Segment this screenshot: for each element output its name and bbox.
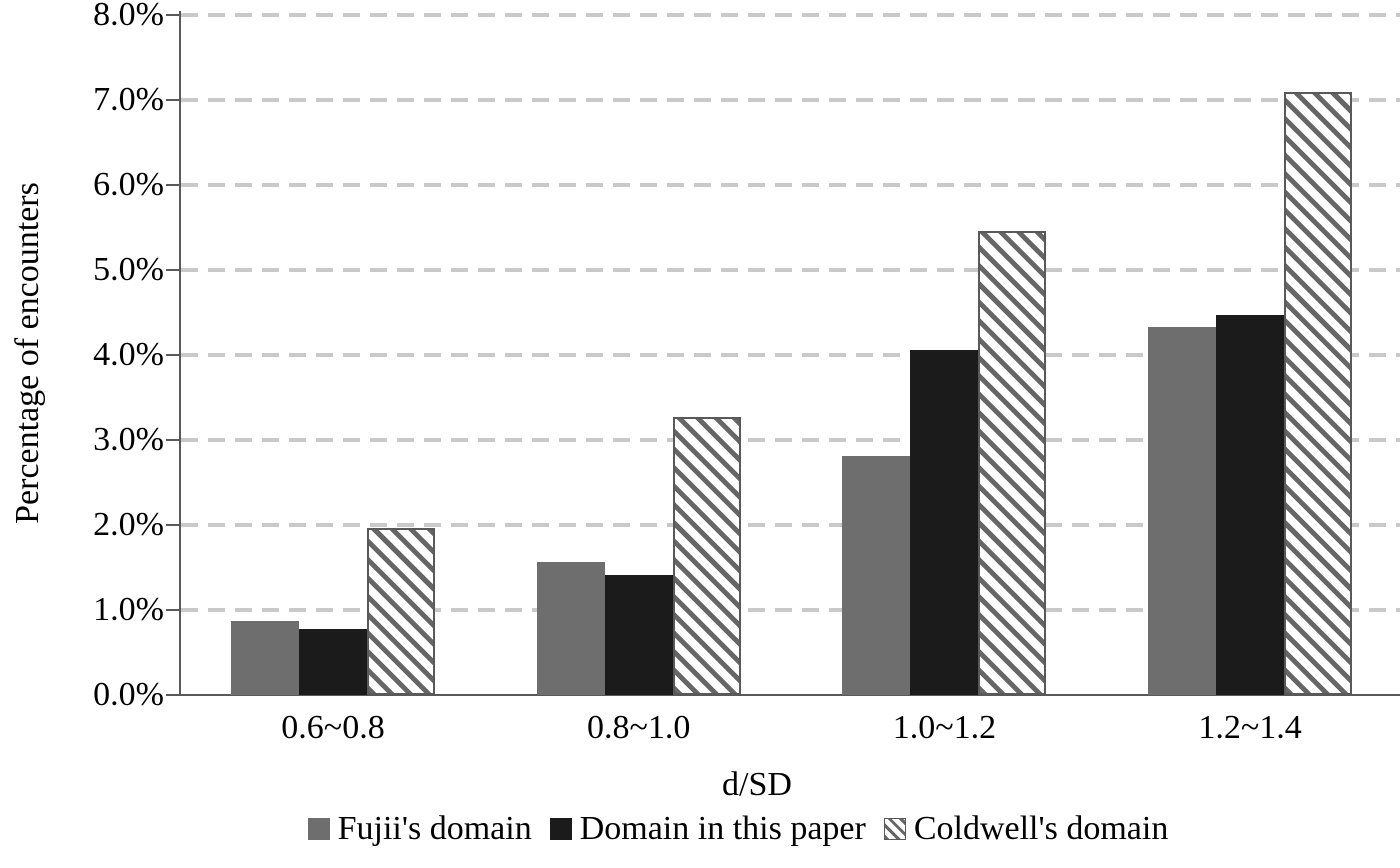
gridline-1.0% <box>181 608 1400 612</box>
bar-fujii-s-domain-1.2~1.4 <box>1148 326 1217 695</box>
y-tick <box>166 269 179 271</box>
gridline-8.0% <box>181 13 1400 17</box>
y-tick <box>166 439 179 441</box>
x-tick-label: 1.2~1.4 <box>1198 709 1302 746</box>
legend: Fujii's domain Domain in this paper Coldwe… <box>38 810 1400 848</box>
bar-domain-in-this-paper-1.2~1.4 <box>1216 315 1285 695</box>
plot-area: 0.0% 1.0% 2.0% 3.0% 4.0% 5.0% 6.0% 7.0% 8.0% 0.6~… <box>93 0 1400 746</box>
y-tick-label: 1.0% <box>93 591 164 628</box>
y-tick <box>166 184 179 186</box>
bar-coldwell-s-domain-0.6~0.8 <box>367 527 435 695</box>
y-tick-label: 5.0% <box>93 251 164 288</box>
gridline-3.0% <box>181 438 1400 442</box>
x-axis-title: d/SD <box>722 766 792 803</box>
y-tick-label: 0.0% <box>93 676 164 713</box>
legend-item-domain-in-this-paper: Domain in this paper <box>549 810 866 848</box>
x-tick-label: 1.0~1.2 <box>892 709 997 746</box>
gridline-4.0% <box>181 353 1400 357</box>
bar-domain-in-this-paper-0.6~0.8 <box>299 628 367 695</box>
y-tick <box>166 609 179 611</box>
y-axis-title: Percentage of encounters <box>9 182 46 524</box>
legend-item-coldwell-s-domain: Coldwell's domain <box>883 810 1169 848</box>
y-tick <box>166 14 179 16</box>
legend-label: Fujii's domain <box>337 810 532 847</box>
bar-coldwell-s-domain-1.0~1.2 <box>978 230 1047 695</box>
bar-domain-in-this-paper-1.0~1.2 <box>910 349 979 695</box>
bar-fujii-s-domain-1.0~1.2 <box>842 456 911 695</box>
legend-item-fujii-s-domain: Fujii's domain <box>307 810 532 848</box>
legend-swatch-icon <box>883 818 906 840</box>
y-tick <box>166 99 179 101</box>
bar-domain-in-this-paper-0.8~1.0 <box>604 575 673 695</box>
legend-label: Coldwell's domain <box>913 810 1169 847</box>
gridline-7.0% <box>181 98 1400 102</box>
legend-label: Domain in this paper <box>579 810 866 847</box>
legend-swatch-icon <box>307 818 330 840</box>
y-tick-label: 3.0% <box>93 421 164 458</box>
y-tick <box>166 354 179 356</box>
legend-swatch-icon <box>549 818 572 840</box>
y-tick-label: 2.0% <box>93 506 164 543</box>
y-axis-line <box>179 11 181 695</box>
y-tick-label: 4.0% <box>93 336 164 373</box>
x-tick-label: 0.8~1.0 <box>586 709 691 746</box>
bar-fujii-s-domain-0.8~1.0 <box>536 561 605 695</box>
bar-fujii-s-domain-0.6~0.8 <box>231 621 299 695</box>
y-tick-label: 8.0% <box>93 0 164 33</box>
y-tick-label: 7.0% <box>93 81 164 118</box>
gridline-6.0% <box>181 183 1400 187</box>
y-tick-label: 6.0% <box>93 166 164 203</box>
y-tick <box>166 694 179 696</box>
gridline-2.0% <box>181 523 1400 527</box>
bar-coldwell-s-domain-1.2~1.4 <box>1284 91 1353 695</box>
bar-coldwell-s-domain-0.8~1.0 <box>672 417 741 695</box>
x-tick-label: 0.6~0.8 <box>281 709 385 746</box>
x-axis-line <box>179 694 1400 696</box>
gridline-5.0% <box>181 268 1400 272</box>
y-tick <box>166 524 179 526</box>
